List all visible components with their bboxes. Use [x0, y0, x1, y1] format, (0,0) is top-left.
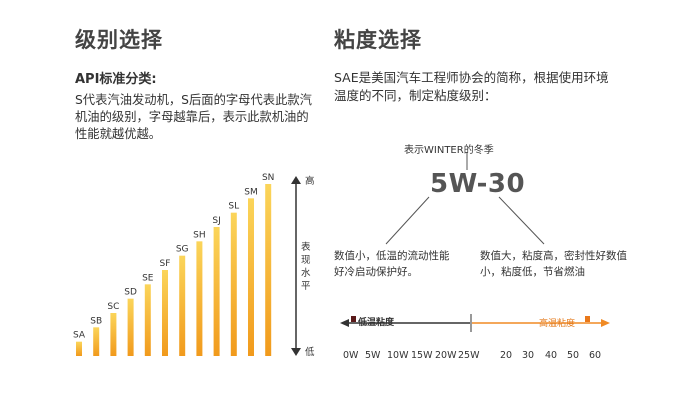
sae-viscosity-panel: 0W 5W 10W 15W 20W 25W 20 30 40 50 60 粘度选…: [334, 12, 627, 392]
sae-description: SAE是美国汽车工程师协会的简称，根据使用环境温度的不同，制定粘度级别：: [334, 70, 609, 103]
bar-sc: [110, 313, 117, 356]
low-temp-legend-square: [351, 316, 356, 322]
right-branch-line: [498, 196, 545, 245]
tick-15w: 15W: [411, 350, 433, 361]
bar-se: [144, 284, 151, 356]
bar-label-sj: SJ: [212, 216, 220, 226]
bar-sl: [230, 212, 237, 356]
bar-label-se: SE: [142, 273, 154, 283]
low-number-note: 数值小，低温的流动性能好冷启动保护好。: [334, 250, 450, 278]
bar-label-sl: SL: [228, 202, 239, 212]
high-temp-arrow-icon: [601, 319, 610, 327]
left-branch-line: [385, 196, 430, 245]
axis-high-label: 高: [305, 175, 315, 187]
bar-sh: [196, 241, 203, 356]
api-description: S代表汽油发动机，S后面的字母代表此款汽机油的级别，字母越靠后，表示此款机油的性…: [75, 93, 312, 141]
low-temp-arrow-icon: [340, 319, 349, 327]
winter-label: 表示WINTER的冬季: [404, 145, 494, 156]
bar-sb: [93, 327, 100, 356]
bar-label-sm: SM: [244, 187, 257, 197]
high-number-note: 数值大，粘度高，密封性好数值小，粘度低，节省燃油: [480, 250, 627, 278]
bar-sj: [213, 227, 220, 356]
bar-sa: [76, 341, 82, 356]
bar-label-sb: SB: [90, 316, 102, 326]
tick-60: 60: [589, 350, 601, 361]
viscosity-selection-title: 粘度选择: [334, 28, 422, 52]
high-temp-viscosity-label: 高温粘度: [539, 319, 576, 329]
bar-label-sf: SF: [160, 259, 171, 269]
axis-caption-2: 现: [301, 255, 311, 266]
tick-5w: 5W: [365, 350, 381, 361]
bar-sf: [162, 270, 168, 356]
performance-axis: 高 低 表 现 水 平: [291, 175, 315, 358]
tick-20w: 20W: [435, 350, 457, 361]
bar-label-sg: SG: [176, 245, 189, 255]
axis-caption-3: 水: [301, 267, 311, 279]
grade-selection-title: 级别选择: [75, 28, 163, 52]
bar-label-sc: SC: [107, 302, 119, 312]
bar-sm: [248, 198, 254, 356]
high-temp-legend-square: [585, 316, 590, 322]
tick-25w: 25W: [458, 350, 480, 361]
bar-sd: [127, 298, 134, 356]
axis-arrow-down-icon: [291, 348, 301, 356]
api-grade-bar-chart: SA SB SC SD SE SF SG SH SJ SL SM SN 高 低 表 现 水 平: [73, 173, 315, 358]
axis-arrow-up-icon: [291, 176, 301, 184]
tick-30: 30: [522, 350, 534, 361]
bar-sg: [179, 255, 186, 356]
bar-label-sh: SH: [193, 230, 205, 240]
axis-caption-4: 平: [301, 281, 311, 292]
api-grade-panel: 级别选择 API标准分类: S代表汽油发动机，S后面的字母代表此款汽机油的级别，…: [60, 12, 330, 392]
bar-label-sn: SN: [262, 173, 274, 183]
bar-sn: [265, 184, 272, 356]
tick-50: 50: [567, 350, 579, 361]
bar-label-sa: SA: [73, 331, 86, 341]
axis-caption-1: 表: [301, 241, 311, 253]
sae-diagram: 0W 5W 10W 15W 20W 25W 20 30 40 50 60: [340, 152, 610, 361]
tick-10w: 10W: [387, 350, 409, 361]
bar-label-sd: SD: [124, 288, 137, 298]
tick-20: 20: [500, 350, 512, 361]
bars-group: SA SB SC SD SE SF SG SH SJ SL SM SN: [73, 173, 274, 356]
low-temp-viscosity-label: 低温粘度: [358, 318, 395, 328]
tick-0w: 0W: [343, 350, 359, 361]
viscosity-grade: 5W-30: [430, 169, 526, 199]
api-standard-subtitle: API标准分类:: [75, 72, 157, 87]
axis-low-label: 低: [305, 346, 315, 358]
tick-40: 40: [545, 350, 557, 361]
